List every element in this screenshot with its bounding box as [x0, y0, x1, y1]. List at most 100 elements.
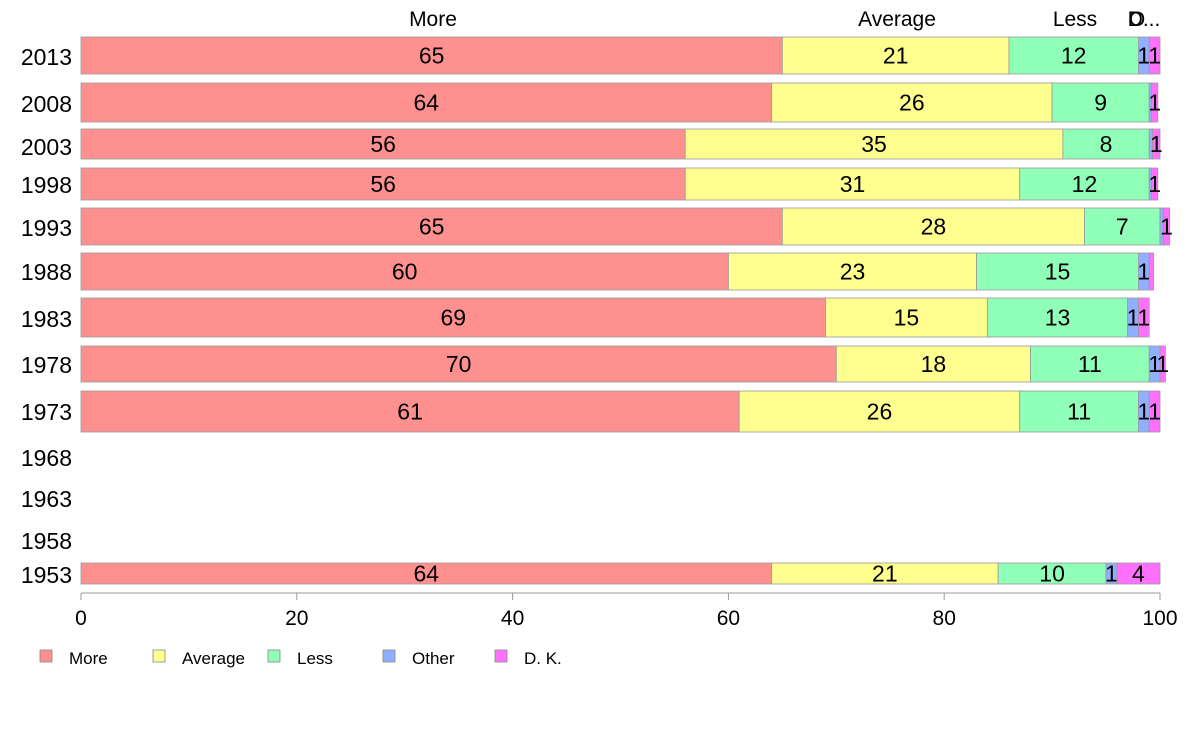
- bar-segment: [728, 252, 977, 291]
- data-label: 1: [1148, 351, 1161, 377]
- data-label: 1: [1148, 43, 1161, 69]
- category-label: 1988: [21, 259, 72, 285]
- legend-swatch: [494, 649, 508, 663]
- data-label: 4: [1132, 561, 1145, 587]
- bar-segment: [684, 128, 1064, 160]
- data-label: 61: [397, 399, 423, 425]
- bar-segment: [781, 36, 1010, 75]
- data-label: 1: [1150, 131, 1163, 157]
- data-label: 21: [872, 561, 898, 587]
- category-label: 1993: [21, 215, 72, 241]
- data-label: 21: [883, 43, 909, 69]
- category-label: 1983: [21, 306, 72, 332]
- bar-segment: [781, 207, 1085, 246]
- top-series-label: O: [1129, 8, 1145, 31]
- bar-segment: [80, 345, 837, 383]
- bar-segment: [1148, 390, 1161, 433]
- bar-segment: [80, 167, 686, 201]
- data-label: 1: [1127, 305, 1140, 331]
- data-label: 56: [370, 131, 396, 157]
- x-tick-label: 100: [1142, 607, 1177, 630]
- data-label: 1: [1105, 561, 1118, 587]
- data-label: 64: [413, 90, 439, 116]
- category-label: 2008: [21, 91, 72, 117]
- category-label: 1998: [21, 172, 72, 198]
- data-label: 1: [1156, 351, 1169, 377]
- legend-swatch: [267, 649, 281, 663]
- bar-segment: [80, 390, 740, 433]
- bar-segment: [1051, 82, 1150, 123]
- bar-segment: [1030, 345, 1150, 383]
- data-label: 7: [1116, 214, 1129, 240]
- data-label: 35: [861, 131, 887, 157]
- category-label: 1963: [21, 486, 72, 512]
- bar-segment: [80, 82, 772, 123]
- bar-segment: [80, 252, 729, 291]
- data-label: 15: [894, 305, 920, 331]
- x-tick-label: 0: [75, 607, 87, 630]
- bar-segment: [1138, 297, 1150, 338]
- data-label: 1: [1148, 399, 1161, 425]
- bar-segment: [976, 252, 1139, 291]
- data-label: 1: [1148, 171, 1161, 197]
- bar-segment: [1150, 167, 1159, 201]
- x-tick-label: 40: [501, 607, 524, 630]
- data-label: 13: [1045, 305, 1071, 331]
- data-label: 1: [1137, 259, 1150, 285]
- data-label: 9: [1094, 90, 1107, 116]
- category-label: 1978: [21, 352, 72, 378]
- data-label: 1: [1148, 90, 1161, 116]
- data-label: 65: [419, 43, 445, 69]
- bar-segment: [1152, 128, 1161, 160]
- legend-swatch: [152, 649, 166, 663]
- data-label: 23: [840, 259, 866, 285]
- bar-segment: [1019, 167, 1150, 201]
- bar-segment: [80, 128, 686, 160]
- legend-swatch: [382, 649, 396, 663]
- category-label: 2003: [21, 134, 72, 160]
- top-series-label: Less: [1053, 8, 1097, 31]
- data-label: 1: [1160, 214, 1173, 240]
- bar-segment: [1062, 128, 1150, 160]
- data-label: 1: [1137, 399, 1150, 425]
- data-label: 8: [1100, 131, 1113, 157]
- data-label: 69: [440, 305, 466, 331]
- x-tick-label: 20: [285, 607, 308, 630]
- bar-segment: [1084, 207, 1161, 246]
- data-label: 28: [921, 214, 947, 240]
- data-label: 60: [392, 259, 418, 285]
- bar-segment: [1148, 36, 1161, 75]
- category-label: 2013: [21, 44, 72, 70]
- top-series-label: More: [409, 8, 457, 31]
- bar-segment: [1150, 82, 1159, 123]
- top-series-label: Average: [858, 8, 936, 31]
- legend-label: Average: [182, 649, 245, 668]
- bar-segment: [1159, 345, 1166, 383]
- bar-segment: [1148, 252, 1154, 291]
- x-tick-label: 60: [717, 607, 740, 630]
- legend-label: More: [69, 649, 108, 668]
- data-label: 1: [1137, 305, 1150, 331]
- top-series-label: D...: [1128, 8, 1161, 31]
- bar-segment: [835, 345, 1031, 383]
- data-label: 11: [1067, 399, 1091, 425]
- legend-label: Less: [297, 649, 333, 668]
- category-label: 1958: [21, 528, 72, 554]
- data-label: 56: [370, 171, 396, 197]
- legend-swatch: [39, 649, 53, 663]
- legend-label: D. K.: [524, 649, 562, 668]
- category-label: 1953: [21, 562, 72, 588]
- data-label: 10: [1039, 561, 1065, 587]
- data-label: 18: [921, 351, 947, 377]
- data-label: 26: [867, 399, 893, 425]
- x-tick-label: 80: [933, 607, 956, 630]
- bar-segment: [80, 207, 783, 246]
- data-label: 65: [419, 214, 445, 240]
- category-label: 1968: [21, 445, 72, 471]
- legend-label: Other: [412, 649, 455, 668]
- bar-segment: [825, 297, 988, 338]
- bar-segment: [771, 82, 1053, 123]
- bar-segment: [1162, 207, 1171, 246]
